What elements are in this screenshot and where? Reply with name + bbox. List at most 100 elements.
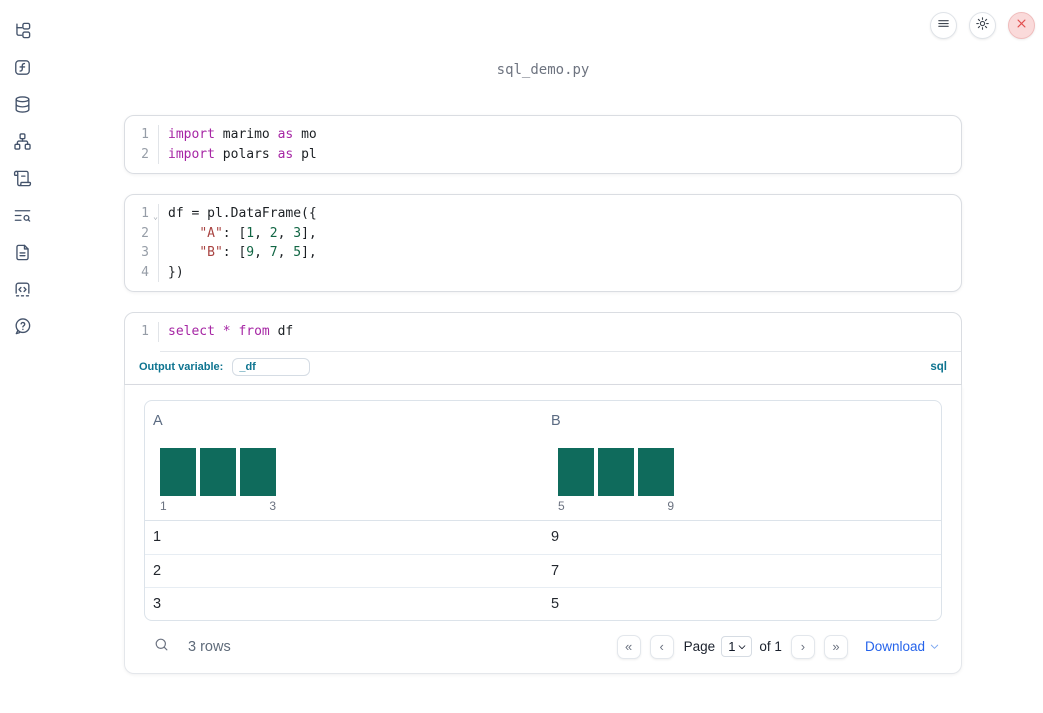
code-editor[interactable]: 1 ⌄ 2 3 4 df = pl.DataFrame({ "A": [1, 2,…	[125, 195, 961, 291]
code-token: 5	[293, 245, 302, 260]
column-header-b[interactable]: B 5 9	[543, 401, 941, 520]
output-variable-label: Output variable:	[139, 360, 224, 373]
fold-chevron-icon[interactable]: ⌄	[153, 212, 158, 221]
code-line: import polars as pl	[168, 145, 317, 165]
code-token: 1	[246, 225, 255, 241]
code-token	[168, 226, 199, 241]
histogram-axis-labels: 1 3	[160, 499, 276, 513]
line-number-gutter: 1 2	[125, 125, 159, 164]
line-number: 3	[141, 245, 149, 260]
sql-cell-footer: Output variable: sql	[125, 352, 961, 384]
page-of-label: of 1	[759, 639, 782, 654]
histogram-max-label: 9	[667, 498, 674, 513]
code-token: as	[277, 127, 294, 142]
sidebar-item-data-sources[interactable]	[12, 96, 32, 117]
chevron-right-icon: ›	[800, 639, 806, 654]
cell-value: 5	[551, 595, 560, 612]
gear-icon	[975, 16, 990, 36]
code-token: marimo	[214, 127, 278, 142]
line-number: 2	[141, 146, 149, 162]
close-button[interactable]	[1008, 12, 1035, 39]
table-header: A 1 3 B	[145, 401, 941, 521]
code-token: import	[168, 146, 215, 162]
code-token	[215, 324, 223, 339]
menu-button[interactable]	[930, 12, 957, 39]
code-token: ,	[277, 225, 294, 241]
code-token: "B"	[199, 245, 223, 260]
histogram-max-label: 3	[269, 498, 276, 513]
code-content: df = pl.DataFrame({ "A": [1, 2, 3], "B":…	[159, 204, 317, 282]
code-content: select * from df	[159, 322, 293, 342]
page-select-value: 1	[728, 639, 736, 654]
table-row[interactable]: 3 5	[145, 586, 941, 620]
cell-value: 7	[551, 562, 560, 579]
code-line: "A": [1, 2, 3],	[168, 224, 317, 244]
page-select[interactable]: 1	[721, 636, 753, 657]
download-button[interactable]: Download	[865, 639, 940, 654]
line-number-gutter: 1	[125, 322, 159, 342]
code-editor[interactable]: 1 select * from df	[125, 313, 961, 351]
output-variable-input[interactable]	[232, 357, 311, 376]
first-page-button[interactable]: «	[616, 634, 641, 659]
histogram-bar	[200, 447, 236, 496]
code-token: select	[168, 324, 215, 339]
line-number: 1	[141, 127, 149, 142]
search-icon	[153, 636, 170, 658]
code-token: from	[238, 324, 270, 339]
code-line: import marimo as mo	[168, 125, 317, 145]
sidebar-item-help[interactable]	[12, 318, 32, 339]
histogram-axis-labels: 5 9	[558, 499, 674, 513]
sidebar-item-dependencies[interactable]	[12, 133, 32, 154]
histogram-bar	[160, 447, 196, 496]
last-page-button[interactable]: »	[823, 634, 848, 659]
search-button[interactable]	[151, 637, 171, 657]
code-token: polars	[214, 146, 278, 162]
scroll-icon	[13, 169, 32, 193]
menu-icon	[936, 16, 951, 36]
notebook-filename[interactable]: sql_demo.py	[496, 62, 590, 78]
sidebar-item-file-explorer[interactable]	[12, 22, 32, 43]
list-search-icon	[13, 206, 32, 230]
code-line: select * from df	[168, 322, 293, 342]
table-row[interactable]: 1 9	[145, 521, 941, 554]
line-number: 4	[141, 264, 149, 280]
notebook: sql_demo.py 1 2 import marimo as mo impo…	[124, 0, 962, 674]
histogram-min-label: 1	[160, 498, 167, 513]
line-number-gutter: 1 ⌄ 2 3 4	[125, 204, 159, 282]
code-token: ],	[301, 245, 317, 260]
page-label: Page	[683, 639, 716, 654]
dataframe-table: A 1 3 B	[144, 399, 942, 621]
row-count: 3 rows	[188, 638, 231, 655]
sidebar-item-documentation[interactable]	[12, 244, 32, 265]
column-name: A	[153, 412, 163, 429]
sidebar-item-logs[interactable]	[12, 169, 32, 193]
snippets-icon	[13, 280, 32, 304]
code-token: ,	[277, 245, 294, 260]
close-icon	[1014, 16, 1029, 36]
sidebar-item-snippets[interactable]	[12, 282, 32, 302]
language-badge[interactable]: sql	[930, 360, 947, 373]
sidebar-item-table-of-contents[interactable]	[12, 208, 32, 228]
prev-page-button[interactable]: ‹	[649, 634, 674, 659]
column-header-a[interactable]: A 1 3	[145, 401, 543, 520]
table-row[interactable]: 2 7	[145, 553, 941, 587]
next-page-button[interactable]: ›	[790, 634, 815, 659]
code-token: 3	[293, 225, 302, 241]
code-token: as	[277, 146, 294, 162]
divider	[160, 350, 961, 352]
code-editor[interactable]: 1 2 import marimo as mo import polars as…	[125, 116, 961, 173]
histogram-bar	[598, 447, 634, 496]
code-cell-dataframe: 1 ⌄ 2 3 4 df = pl.DataFrame({ "A": [1, 2,…	[124, 194, 962, 292]
sidebar-item-variables[interactable]	[12, 60, 32, 80]
code-token: mo	[293, 127, 317, 142]
code-token	[168, 245, 199, 260]
column-histogram	[558, 447, 674, 496]
code-line: "B": [9, 7, 5],	[168, 243, 317, 263]
code-content: import marimo as mo import polars as pl	[159, 125, 317, 164]
histogram-bar	[240, 447, 276, 496]
code-token: 7	[269, 245, 278, 260]
code-cell-sql: 1 select * from df Output variable: sql	[124, 312, 962, 385]
line-number: 1 ⌄	[125, 204, 158, 224]
code-token: ],	[301, 225, 317, 241]
settings-button[interactable]	[969, 12, 996, 39]
